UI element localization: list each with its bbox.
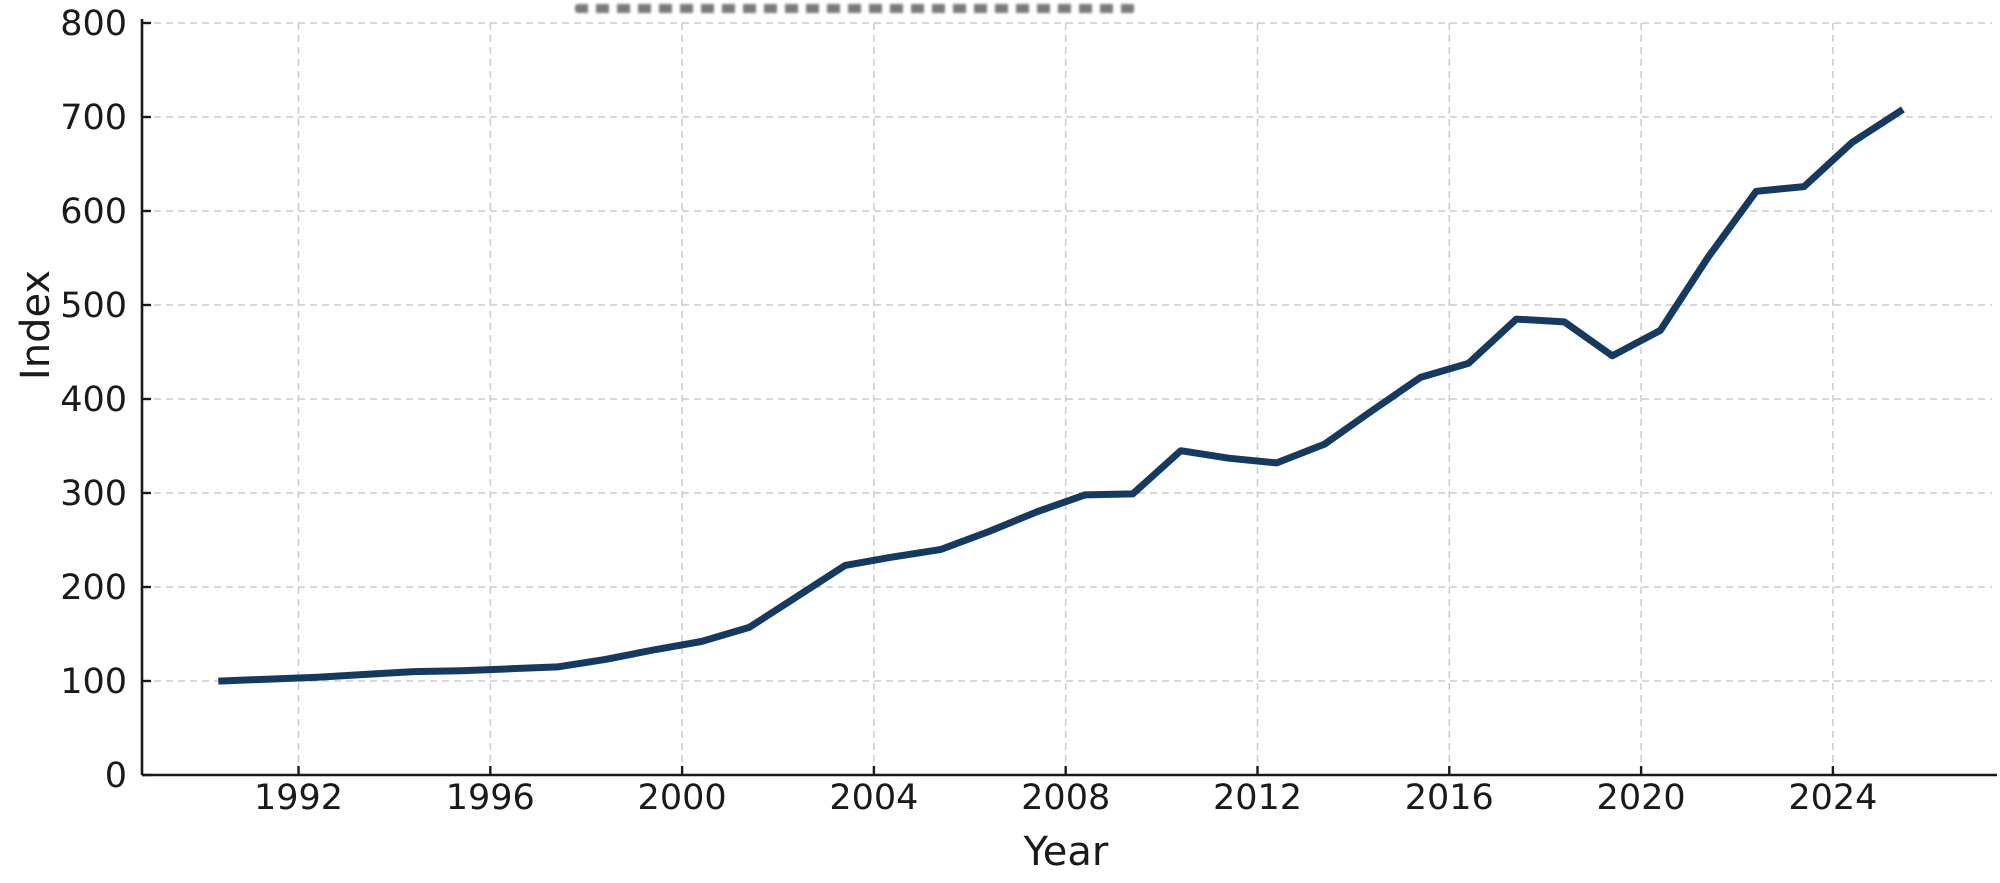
y-tick-label: 0 <box>105 756 127 796</box>
y-tick-label: 500 <box>60 286 127 326</box>
y-tick-label: 700 <box>60 98 127 138</box>
x-tick-label: 2000 <box>638 778 727 818</box>
x-tick-label: 1996 <box>446 778 535 818</box>
x-tick-label: 2016 <box>1405 778 1494 818</box>
x-tick-label: 2008 <box>1021 778 1110 818</box>
y-tick-label: 600 <box>60 192 127 232</box>
x-axis-label: Year <box>1023 829 1109 875</box>
x-tick-label: 1992 <box>254 778 343 818</box>
clipped-title-remnant <box>575 4 1135 13</box>
x-tick-label: 2004 <box>829 778 918 818</box>
x-tick-label: 2024 <box>1788 778 1877 818</box>
y-tick-label: 200 <box>60 568 127 608</box>
y-tick-label: 300 <box>60 474 127 514</box>
x-tick-label: 2012 <box>1213 778 1302 818</box>
y-tick-label: 800 <box>60 4 127 44</box>
y-tick-label: 400 <box>60 380 127 420</box>
y-tick-label: 100 <box>60 662 127 702</box>
x-tick-label: 2020 <box>1597 778 1686 818</box>
y-axis-label: Index <box>13 269 59 381</box>
index-line-series <box>218 106 1905 685</box>
